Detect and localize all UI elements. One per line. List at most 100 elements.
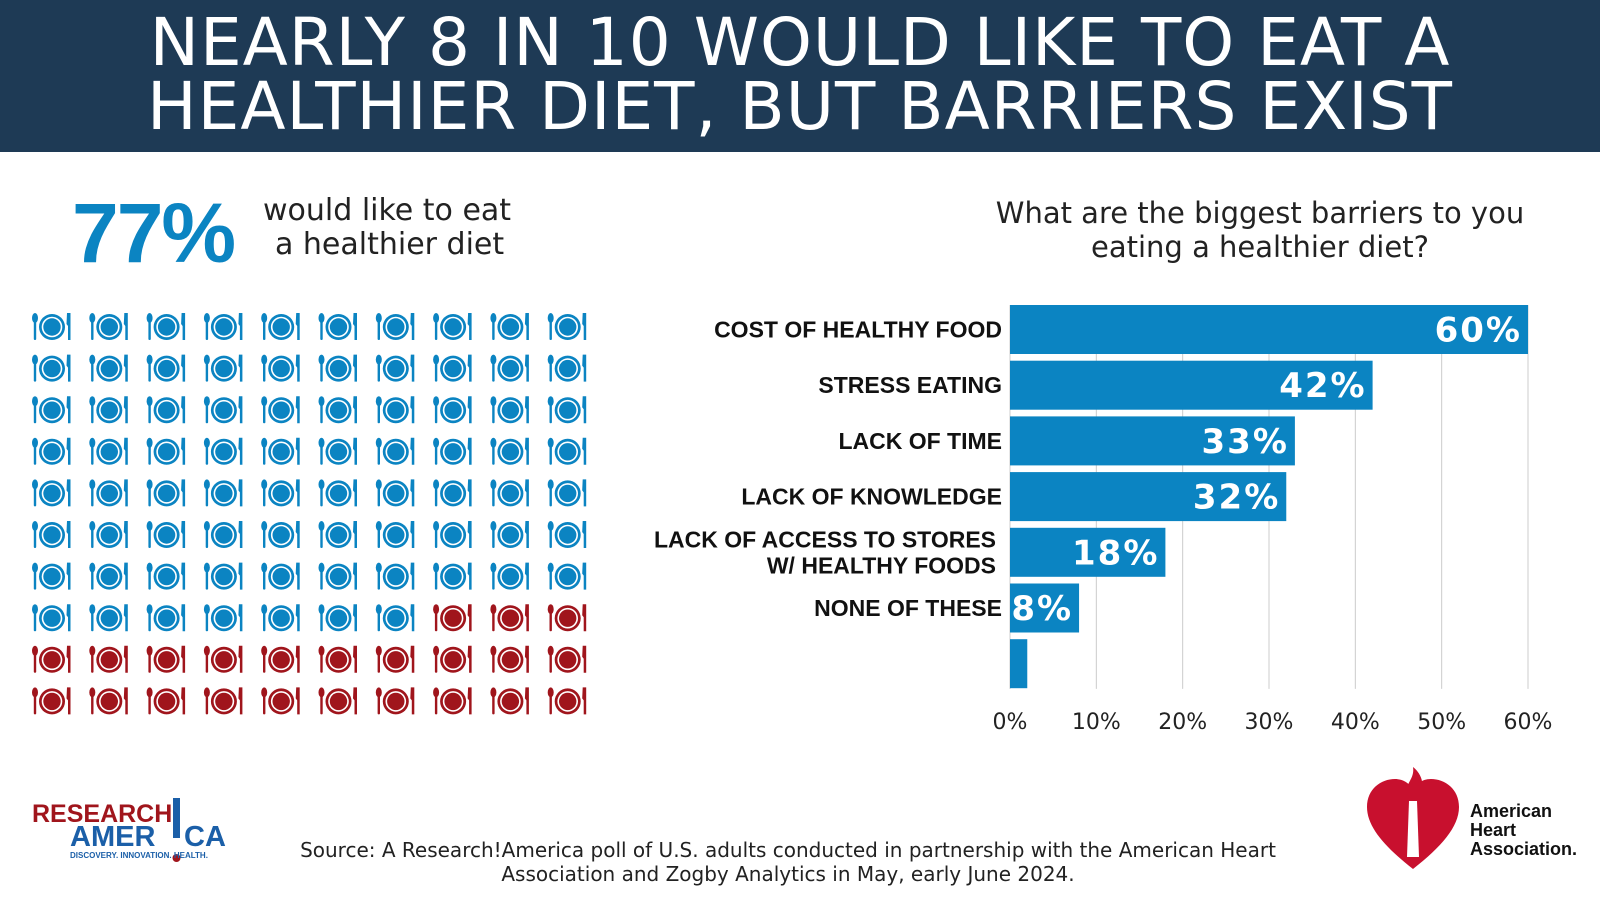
plate-fork-knife-icon [32, 562, 71, 590]
aha-logo-line-1: American [1470, 801, 1552, 821]
aha-logo-line-3: Association. [1470, 839, 1577, 859]
plate-fork-knife-icon [32, 604, 71, 632]
question-line-2: eating a healthier diet? [1091, 230, 1429, 264]
headline-line-2: HEALTHIER DIET, BUT BARRIERS EXIST [147, 68, 1453, 145]
plate-fork-knife-icon [32, 437, 71, 465]
bar [1010, 360, 1373, 410]
plate-fork-knife-icon [433, 562, 472, 590]
x-tick-label: 20% [1158, 710, 1207, 735]
bar-data-label: 60% [1435, 311, 1522, 351]
ra-logo-exclaim-bar [173, 798, 180, 838]
plate-fork-knife-icon [318, 354, 357, 382]
torch-icon [1407, 801, 1419, 857]
ra-logo-top: RESEARCH [32, 800, 172, 828]
research-america-logo: RESEARCH AMER CA DISCOVERY. INNOVATION. … [32, 798, 226, 862]
plate-fork-knife-icon [203, 396, 243, 424]
headline-stat-value: 77% [72, 186, 236, 280]
plate-fork-knife-icon [433, 479, 472, 507]
category-label: LACK OF ACCESS TO STORES [654, 526, 996, 552]
headline-line-1: NEARLY 8 IN 10 WOULD LIKE TO EAT A [149, 4, 1451, 81]
plate-fork-knife-icon [318, 687, 357, 715]
plate-fork-knife-icon [261, 604, 300, 632]
plate-fork-knife-icon [146, 645, 186, 673]
plate-fork-knife-icon [261, 354, 300, 382]
plate-fork-knife-icon [203, 479, 243, 507]
plate-fork-knife-icon [261, 687, 300, 715]
plate-fork-knife-icon [433, 687, 472, 715]
plate-fork-knife-icon [318, 437, 357, 465]
plate-fork-knife-icon [89, 687, 128, 715]
plate-fork-knife-icon [375, 354, 415, 382]
bar [1010, 416, 1295, 466]
category-label: COST OF HEALTHY FOOD [714, 317, 1002, 343]
plate-fork-knife-icon [203, 521, 243, 548]
plate-fork-knife-icon [32, 313, 71, 340]
question-line-1: What are the biggest barriers to you [995, 196, 1525, 230]
plate-fork-knife-icon [89, 562, 128, 590]
plate-fork-knife-icon [89, 313, 128, 340]
plate-fork-knife-icon [375, 313, 415, 340]
plate-fork-knife-icon [318, 313, 357, 340]
plate-fork-knife-icon [490, 645, 529, 673]
category-label: NONE OF THESE [814, 595, 1002, 621]
plate-fork-knife-icon [547, 645, 587, 673]
plate-fork-knife-icon [261, 479, 300, 507]
plate-fork-knife-icon [547, 687, 587, 715]
plate-fork-knife-icon [203, 562, 243, 590]
bar-data-label: 18% [1072, 533, 1159, 573]
plate-fork-knife-icon [146, 687, 186, 715]
chart-question: What are the biggest barriers to you eat… [945, 196, 1575, 264]
plate-fork-knife-icon [32, 645, 71, 673]
plate-fork-knife-icon [375, 521, 415, 548]
plate-fork-knife-icon [261, 645, 300, 673]
plate-fork-knife-icon [547, 437, 587, 465]
plate-fork-knife-icon [146, 521, 186, 548]
plate-fork-knife-icon [203, 645, 243, 673]
plate-fork-knife-icon [490, 396, 529, 424]
plate-fork-knife-icon [89, 354, 128, 382]
bar-data-label: 33% [1202, 422, 1289, 462]
plate-fork-knife-icon [146, 604, 186, 632]
plate-fork-knife-icon [375, 562, 415, 590]
bar-data-label: 42% [1279, 366, 1366, 406]
plate-fork-knife-icon [375, 645, 415, 673]
plate-fork-knife-icon [375, 437, 415, 465]
plate-fork-knife-icon [318, 645, 357, 673]
plate-fork-knife-icon [203, 687, 243, 715]
plate-fork-knife-icon [433, 396, 472, 424]
plate-fork-knife-icon [261, 521, 300, 548]
plate-icon-grid [32, 313, 587, 715]
plate-fork-knife-icon [547, 479, 587, 507]
stat-text-line-2: a healthier diet [275, 227, 505, 262]
plate-fork-knife-icon [146, 396, 186, 424]
plate-fork-knife-icon [547, 521, 587, 548]
plate-fork-knife-icon [547, 562, 587, 590]
plate-fork-knife-icon [146, 354, 186, 382]
aha-logo-line-2: Heart [1470, 820, 1516, 840]
bar [1010, 527, 1166, 577]
bar-data-label: 8% [1011, 589, 1073, 629]
plate-fork-knife-icon [318, 479, 357, 507]
plate-fork-knife-icon [89, 437, 128, 465]
bar [1010, 305, 1528, 354]
plate-fork-knife-icon [318, 521, 357, 548]
plate-fork-knife-icon [89, 604, 128, 632]
plate-fork-knife-icon [261, 437, 300, 465]
plate-fork-knife-icon [375, 687, 415, 715]
plate-fork-knife-icon [433, 437, 472, 465]
x-tick-label: 30% [1245, 710, 1294, 735]
plate-fork-knife-icon [203, 354, 243, 382]
plate-fork-knife-icon [433, 354, 472, 382]
x-tick-label: 50% [1417, 710, 1466, 735]
plate-fork-knife-icon [32, 687, 71, 715]
x-tick-label: 0% [993, 710, 1028, 735]
plate-fork-knife-icon [490, 479, 529, 507]
bar-data-label: 32% [1193, 478, 1280, 518]
plate-fork-knife-icon [547, 396, 587, 424]
plate-fork-knife-icon [490, 562, 529, 590]
bar [1010, 583, 1080, 633]
plate-fork-knife-icon [490, 604, 529, 632]
plate-fork-knife-icon [32, 479, 71, 507]
plate-fork-knife-icon [89, 645, 128, 673]
plate-fork-knife-icon [32, 521, 71, 548]
